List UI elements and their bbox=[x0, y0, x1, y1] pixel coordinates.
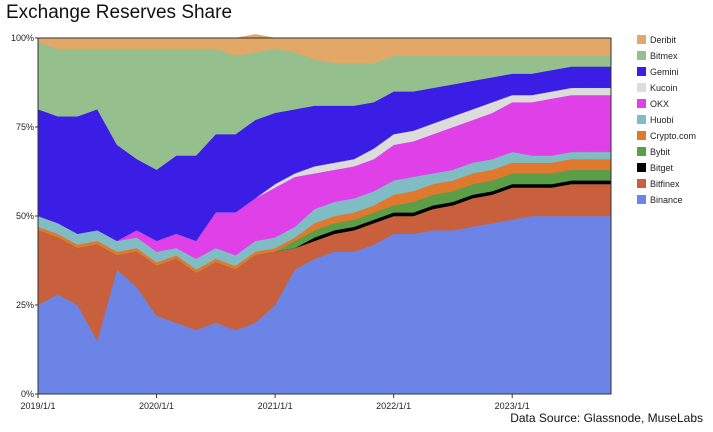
legend-swatch bbox=[637, 179, 646, 188]
legend-swatch bbox=[637, 83, 646, 92]
legend-label: Binance bbox=[650, 195, 683, 205]
legend-label: Bitfinex bbox=[650, 179, 680, 189]
axes: 0% 25% 50% 75% 100% 2019/1/1 2020/1/1 2021/1/1 2… bbox=[11, 33, 530, 411]
legend-label: Kucoin bbox=[650, 83, 678, 93]
legend-swatch bbox=[637, 115, 646, 124]
data-source-note: Data Source: Glassnode, MuseLabs bbox=[510, 411, 703, 425]
x-tick-label: 2020/1/1 bbox=[139, 401, 174, 411]
y-tick-label: 100% bbox=[11, 33, 34, 43]
legend-swatch bbox=[637, 35, 646, 44]
legend-label: Huobi bbox=[650, 115, 674, 125]
y-tick-label: 0% bbox=[21, 389, 34, 399]
legend-label: Bitmex bbox=[650, 51, 678, 61]
area-layers bbox=[37, 34, 612, 395]
legend-label: OKX bbox=[650, 99, 669, 109]
legend-label: Bybit bbox=[650, 147, 671, 157]
legend-label: Crypto.com bbox=[650, 131, 696, 141]
legend-label: Gemini bbox=[650, 67, 679, 77]
x-tick-label: 2021/1/1 bbox=[258, 401, 293, 411]
legend-swatch bbox=[637, 163, 646, 172]
legend-label: Bitget bbox=[650, 163, 674, 173]
x-tick-label: 2019/1/1 bbox=[20, 401, 55, 411]
legend-swatch bbox=[637, 99, 646, 108]
legend-swatch bbox=[637, 195, 646, 204]
legend-swatch bbox=[637, 131, 646, 140]
y-tick-label: 50% bbox=[16, 211, 34, 221]
chart-title: Exchange Reserves Share bbox=[6, 2, 233, 23]
legend-label: Deribit bbox=[650, 35, 677, 45]
legend-swatch bbox=[637, 51, 646, 60]
x-tick-label: 2023/1/1 bbox=[495, 401, 530, 411]
y-tick-label: 75% bbox=[16, 122, 34, 132]
legend: Deribit Bitmex Gemini Kucoin OKX Huobi Crypto.… bbox=[637, 35, 696, 205]
legend-swatch bbox=[637, 147, 646, 156]
y-tick-label: 25% bbox=[16, 300, 34, 310]
legend-swatch bbox=[637, 67, 646, 76]
x-tick-label: 2022/1/1 bbox=[376, 401, 411, 411]
